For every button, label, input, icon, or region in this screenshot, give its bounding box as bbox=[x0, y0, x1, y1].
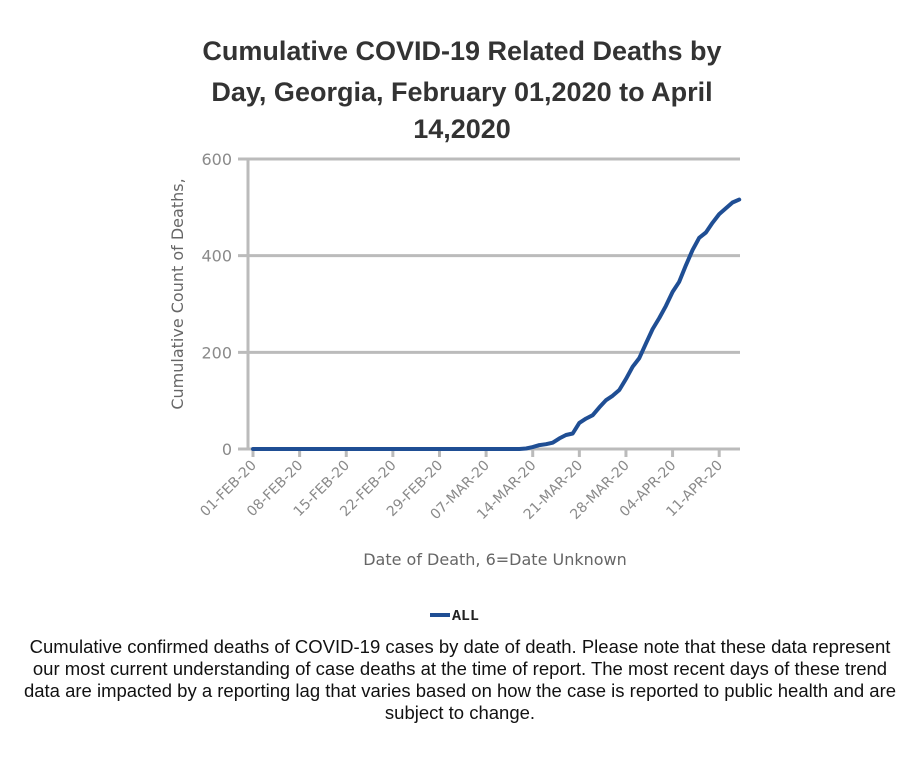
data-points bbox=[252, 199, 740, 450]
x-axis-ticks: 01-FEB-2008-FEB-2015-FEB-2022-FEB-2029-F… bbox=[197, 449, 726, 523]
y-tick-label: 200 bbox=[201, 343, 232, 362]
gridlines bbox=[238, 157, 740, 451]
chart-title-line: Cumulative COVID-19 Related Deaths by bbox=[202, 36, 721, 66]
series-line-all bbox=[251, 197, 742, 451]
chart-caption: Cumulative confirmed deaths of COVID-19 … bbox=[23, 636, 897, 723]
chart-title-line: 14,2020 bbox=[413, 114, 511, 144]
chart-title-line: Day, Georgia, February 01,2020 to April bbox=[211, 77, 712, 107]
y-axis-label: Cumulative Count of Deaths, bbox=[168, 178, 187, 409]
y-tick-label: 0 bbox=[222, 440, 232, 459]
legend-label-all: ALL bbox=[452, 608, 479, 625]
x-axis-label: Date of Death, 6=Date Unknown bbox=[363, 550, 627, 569]
y-tick-label: 400 bbox=[201, 247, 232, 266]
chart-title: Cumulative COVID-19 Related Deaths by Da… bbox=[202, 36, 721, 144]
line-chart: Cumulative COVID-19 Related Deaths by Da… bbox=[168, 36, 742, 625]
y-axis-ticks: 0 200 400 600 bbox=[201, 150, 232, 459]
y-tick-label: 600 bbox=[201, 150, 232, 169]
legend: ALL bbox=[430, 608, 479, 625]
